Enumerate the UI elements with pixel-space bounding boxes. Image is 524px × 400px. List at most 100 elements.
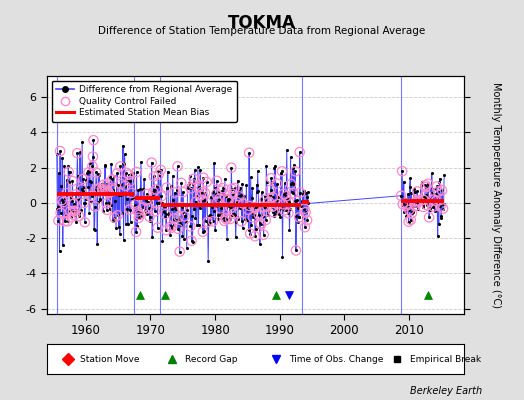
Point: [144, 200, 152, 206]
Point: [68, 178, 77, 184]
Point: [128, 194, 137, 200]
Point: [436, 203, 444, 210]
Point: [106, 174, 114, 180]
Point: [217, 188, 226, 194]
Point: [206, 220, 214, 226]
Point: [84, 169, 93, 176]
Point: [414, 199, 423, 206]
Text: TOKMA: TOKMA: [228, 14, 296, 32]
Point: [220, 218, 228, 224]
Point: [210, 207, 218, 214]
Point: [252, 204, 260, 211]
Point: [121, 151, 129, 157]
Point: [219, 185, 227, 191]
Point: [217, 210, 225, 216]
Point: [189, 181, 198, 188]
Point: [432, 198, 440, 204]
Point: [109, 187, 117, 193]
Point: [108, 176, 116, 183]
Point: [115, 192, 124, 198]
Point: [116, 231, 124, 237]
Point: [410, 189, 419, 196]
Point: [195, 184, 203, 190]
Point: [55, 170, 63, 176]
Point: [291, 168, 300, 174]
Point: [419, 204, 428, 210]
Point: [419, 202, 427, 208]
Point: [425, 214, 433, 220]
Point: [203, 202, 211, 208]
Point: [281, 189, 289, 196]
Point: [102, 186, 110, 193]
Point: [213, 178, 221, 184]
Point: [421, 182, 430, 188]
Point: [58, 197, 66, 204]
Point: [121, 182, 129, 189]
Point: [260, 204, 268, 210]
Point: [151, 195, 160, 201]
Point: [278, 254, 287, 260]
Point: [89, 137, 97, 143]
Point: [428, 170, 436, 176]
Point: [245, 203, 254, 209]
Point: [230, 210, 238, 217]
Point: [105, 190, 113, 196]
Point: [255, 212, 263, 218]
Point: [135, 212, 144, 218]
Point: [179, 189, 187, 195]
Point: [232, 219, 241, 226]
Point: [196, 192, 205, 198]
Point: [100, 182, 108, 188]
Point: [414, 198, 422, 204]
Point: [94, 170, 103, 177]
Point: [423, 202, 431, 208]
Point: [173, 187, 181, 194]
Point: [91, 203, 99, 210]
Point: [277, 170, 285, 176]
Point: [135, 214, 143, 221]
Point: [133, 223, 141, 230]
Point: [226, 216, 234, 222]
Point: [117, 181, 125, 187]
Point: [235, 193, 244, 200]
Point: [212, 190, 221, 197]
Point: [244, 227, 253, 233]
Point: [292, 212, 301, 219]
Point: [192, 198, 200, 205]
Point: [191, 167, 199, 174]
Point: [192, 198, 201, 205]
Point: [80, 184, 88, 190]
Point: [272, 196, 281, 203]
Point: [106, 202, 115, 208]
Point: [401, 205, 409, 212]
Point: [233, 199, 242, 206]
Point: [409, 209, 417, 215]
Point: [296, 149, 304, 155]
Point: [61, 218, 69, 224]
Point: [228, 212, 237, 218]
Point: [121, 182, 129, 189]
Point: [66, 208, 74, 214]
Point: [239, 202, 248, 208]
Point: [155, 172, 163, 178]
Point: [190, 176, 198, 182]
Point: [148, 234, 156, 240]
Point: [214, 216, 223, 222]
Point: [90, 226, 99, 233]
Point: [265, 198, 273, 205]
Point: [211, 184, 219, 191]
Point: [155, 172, 163, 178]
Point: [201, 190, 209, 196]
Point: [227, 164, 235, 171]
Point: [176, 220, 184, 226]
Point: [297, 202, 305, 209]
Point: [430, 201, 439, 207]
Point: [136, 209, 144, 216]
Point: [257, 196, 266, 203]
Point: [196, 192, 205, 198]
Point: [209, 188, 217, 195]
Point: [94, 198, 102, 205]
Point: [203, 219, 212, 225]
Point: [199, 174, 208, 181]
Point: [405, 218, 413, 225]
